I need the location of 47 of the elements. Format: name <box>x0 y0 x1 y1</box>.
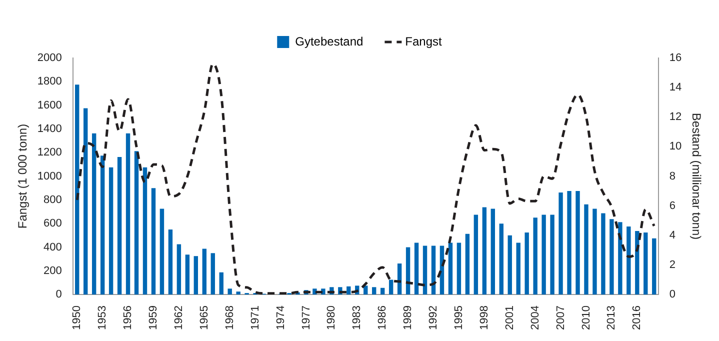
y-tick-label: 1000 <box>37 170 62 182</box>
y-tick-label: 1800 <box>37 76 62 88</box>
x-tick-label: 1989 <box>402 306 414 330</box>
y2-tick-label: 8 <box>669 170 676 182</box>
y-axis-title: Fangst (1 000 tonn) <box>16 124 30 229</box>
y2-tick-label: 12 <box>669 111 682 124</box>
x-tick-label: 1956 <box>122 306 134 330</box>
y-tick-label: 1600 <box>37 99 62 112</box>
y2-tick-label: 14 <box>669 82 682 94</box>
y2-tick-label: 16 <box>669 52 682 64</box>
x-tick-label: 2016 <box>631 306 644 330</box>
y-tick-label: 600 <box>44 218 62 230</box>
legend-label: Gytebestand <box>295 34 364 48</box>
x-tick-label: 1986 <box>376 306 389 330</box>
x-tick-label: 1953 <box>96 306 109 330</box>
x-tick-label: 1992 <box>428 306 440 330</box>
x-tick-label: 2007 <box>554 306 567 330</box>
x-tick-label: 2010 <box>580 306 592 330</box>
y2-tick-label: 2 <box>669 258 676 271</box>
y2-tick-label: 10 <box>669 140 682 153</box>
x-tick-label: 2004 <box>529 306 542 330</box>
x-tick-label: 1983 <box>351 306 364 330</box>
y-tick-label: 0 <box>56 288 62 301</box>
y2-tick-label: 4 <box>669 229 676 242</box>
y-tick-label: 200 <box>44 264 62 277</box>
y2-tick-label: 6 <box>669 200 676 212</box>
x-tick-label: 1959 <box>148 306 160 330</box>
x-tick-label: 2001 <box>504 306 516 330</box>
x-tick-label: 1965 <box>198 306 210 330</box>
y-tick-label: 1200 <box>37 146 62 159</box>
x-tick-label: 2013 <box>606 306 618 330</box>
x-tick-label: 1968 <box>224 306 236 330</box>
y-tick-label: 2000 <box>37 52 62 64</box>
x-tick-label: 1980 <box>326 306 338 330</box>
x-tick-label: 1998 <box>478 306 490 330</box>
x-tick-label: 1962 <box>172 306 185 330</box>
y-tick-label: 400 <box>44 241 62 254</box>
x-tick-label: 1974 <box>274 306 287 330</box>
y2-tick-label: 0 <box>669 288 676 301</box>
x-tick-label: 1971 <box>249 306 262 330</box>
y-tick-label: 1400 <box>37 122 62 135</box>
y-tick-label: 800 <box>44 194 62 206</box>
x-tick-label: 1995 <box>452 306 465 330</box>
x-tick-label: 1950 <box>71 306 84 330</box>
y2-axis-title: Bestand (millionar tonn) <box>689 112 704 240</box>
x-tick-label: 1977 <box>300 306 312 330</box>
legend-label: Fangst <box>405 34 443 48</box>
